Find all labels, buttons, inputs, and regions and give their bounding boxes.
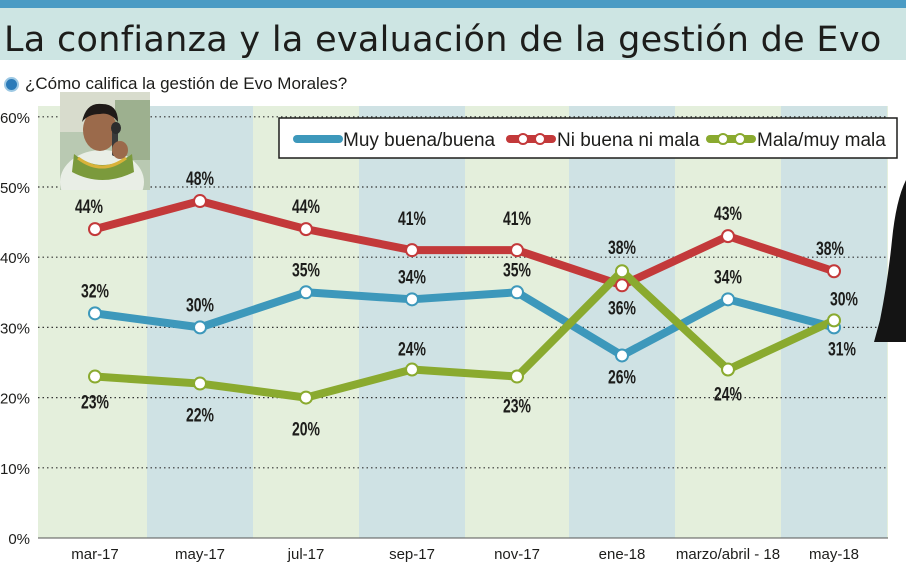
data-label-ni-buena: 44% (292, 197, 320, 218)
point-ni-buena (405, 243, 419, 258)
point-mala (510, 369, 524, 384)
point-ni-buena (827, 264, 841, 279)
data-label-ni-buena: 36% (608, 298, 636, 319)
y-tick-label: 10% (0, 461, 30, 478)
point-muy-buena (615, 348, 629, 363)
point-mala (827, 313, 841, 328)
top-accent-bar (0, 0, 906, 8)
point-muy-buena (299, 285, 313, 300)
x-tick-label: ene-18 (599, 546, 646, 563)
legend-muy-buena-label: Muy buena/buena (343, 130, 496, 151)
point-mala (193, 376, 207, 391)
point-ni-buena (299, 222, 313, 237)
category-band (359, 106, 465, 538)
blue-dot-icon (4, 76, 19, 92)
point-ni-buena (193, 194, 207, 209)
legend-ni-buena-marker (534, 133, 546, 145)
x-tick-label: nov-17 (494, 546, 540, 563)
data-label-muy-buena: 32% (81, 281, 109, 302)
data-label-mala: 23% (81, 393, 109, 414)
y-tick-label: 60% (0, 110, 30, 127)
y-tick-label: 50% (0, 180, 30, 197)
legend: Muy buena/buena Ni buena ni mala Mala/muy … (278, 117, 898, 159)
legend-mala-label: Mala/muy mala (757, 130, 886, 151)
legend-mala-marker (717, 133, 729, 145)
point-mala (405, 362, 419, 377)
data-label-ni-buena: 43% (714, 204, 742, 225)
data-label-muy-buena: 30% (186, 295, 214, 316)
data-label-muy-buena: 26% (608, 367, 636, 388)
data-label-mala: 20% (292, 420, 320, 441)
data-label-mala: 31% (828, 339, 856, 360)
point-mala (299, 390, 313, 405)
y-tick-label: 20% (0, 391, 30, 408)
person-silhouette (874, 180, 906, 342)
point-mala (721, 362, 735, 377)
point-mala (88, 369, 102, 384)
data-label-ni-buena: 48% (186, 169, 214, 190)
data-label-ni-buena: 41% (398, 209, 426, 230)
y-tick-label: 30% (0, 320, 30, 337)
point-muy-buena (193, 320, 207, 335)
series-line-muy-buena (91, 288, 838, 360)
y-tick-label: 0% (8, 531, 30, 548)
category-band (569, 106, 675, 538)
x-tick-label: may-17 (175, 546, 225, 563)
x-tick-label: jul-17 (287, 546, 325, 563)
data-label-muy-buena: 35% (292, 260, 320, 281)
data-label-ni-buena: 38% (816, 239, 844, 260)
chart-question: ¿Cómo califica la gestión de Evo Morales… (4, 74, 347, 94)
data-label-mala: 24% (398, 340, 426, 361)
point-muy-buena (88, 306, 102, 321)
point-ni-buena (721, 229, 735, 244)
data-label-mala: 38% (608, 238, 636, 259)
point-ni-buena (88, 222, 102, 237)
data-label-mala: 22% (186, 406, 214, 427)
data-label-muy-buena: 35% (503, 260, 531, 281)
y-tick-label: 40% (0, 250, 30, 267)
data-label-mala: 23% (503, 397, 531, 418)
x-tick-label: may-18 (809, 546, 859, 563)
header-band: La confianza y la evaluación de la gesti… (0, 8, 906, 60)
legend-ni-buena-label: Ni buena ni mala (557, 130, 700, 151)
point-ni-buena (510, 243, 524, 258)
data-label-muy-buena: 34% (398, 267, 426, 288)
data-label-muy-buena: 30% (830, 289, 858, 310)
point-mala (615, 264, 629, 279)
chart-subtitle: ¿Cómo califica la gestión de Evo Morales… (25, 74, 348, 93)
series-line-mala (91, 267, 838, 402)
series-line-ni-buena (91, 197, 838, 290)
legend-mala-marker (734, 133, 746, 145)
data-label-ni-buena: 44% (75, 197, 103, 218)
point-ni-buena (615, 278, 629, 293)
data-label-ni-buena: 41% (503, 209, 531, 230)
x-tick-label: mar-17 (71, 546, 119, 563)
page-title: La confianza y la evaluación de la gesti… (4, 20, 882, 60)
x-tick-label: marzo/abril - 18 (676, 546, 780, 563)
data-label-mala: 24% (714, 385, 742, 406)
point-muy-buena (405, 292, 419, 307)
legend-ni-buena-marker (517, 133, 529, 145)
point-muy-buena (510, 285, 524, 300)
evo-morales-photo (60, 92, 150, 190)
x-tick-label: sep-17 (389, 546, 435, 563)
data-label-muy-buena: 34% (714, 267, 742, 288)
point-muy-buena (721, 292, 735, 307)
